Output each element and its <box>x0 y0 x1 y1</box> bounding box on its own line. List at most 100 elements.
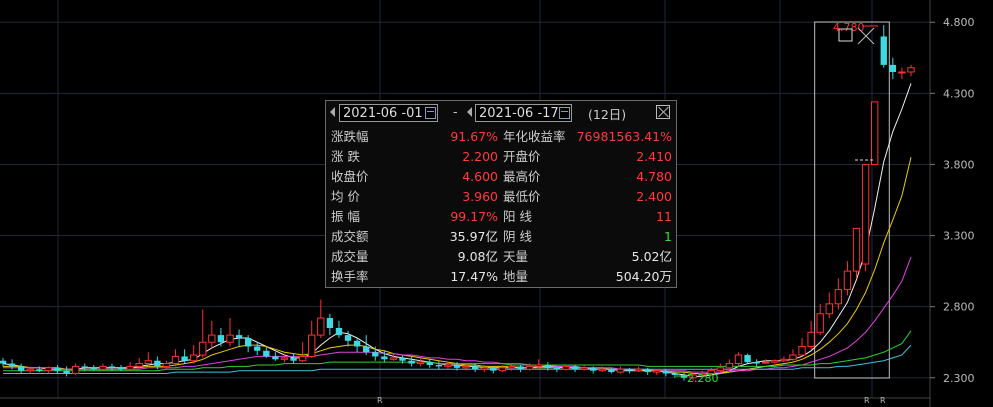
candle-body <box>272 356 279 360</box>
candle-body <box>907 67 915 73</box>
y-tick-label: 2.300 <box>943 372 975 385</box>
candle-body <box>880 36 887 65</box>
candle-body <box>162 363 171 367</box>
stat-label: 阳 线 <box>503 209 532 224</box>
candle-body <box>298 355 307 362</box>
stats-row: 涨 跌 2.200 开盘价 2.410 <box>326 147 676 167</box>
stat-label: 最低价 <box>503 189 541 204</box>
stat-label: 阴 线 <box>503 229 532 244</box>
start-date-value: 2021-06 -01 <box>343 106 423 121</box>
cursor-box-marker <box>838 28 853 42</box>
candle-body <box>753 362 760 364</box>
candle-body <box>290 357 297 361</box>
candle-body <box>580 367 588 370</box>
rights-marker-label: R <box>377 396 383 405</box>
candle-body <box>344 335 352 341</box>
candle-body <box>363 346 370 353</box>
stats-row: 涨跌幅 91.67% 年化收益率 76981563.41% <box>326 127 676 147</box>
candle-body <box>671 373 679 375</box>
candle-body <box>861 163 870 265</box>
candle-body <box>517 366 524 370</box>
stat-value: 5.02亿 <box>631 249 672 264</box>
stat-value: 2.200 <box>462 149 498 164</box>
candle-body <box>462 365 470 369</box>
close-icon[interactable] <box>656 105 670 119</box>
candle-body <box>716 367 724 372</box>
candle-body <box>653 370 661 373</box>
interval-stats-header: 2021-06 -01 - 2021-06 -17 (12日) <box>326 101 676 127</box>
candle-body <box>235 335 243 338</box>
stat-value: 504.20万 <box>615 269 672 284</box>
candle-body <box>562 365 570 370</box>
stats-row: 振 幅 99.17% 阳 线 11 <box>326 207 676 227</box>
candle-body <box>734 354 743 365</box>
candle-body <box>308 334 316 357</box>
candle-body <box>108 366 116 368</box>
candle-body <box>698 373 706 376</box>
stat-label: 换手率 <box>331 269 369 284</box>
candle-body <box>381 356 388 360</box>
stats-row: 成交量 9.08亿 天量 5.02亿 <box>326 247 676 267</box>
candle-body <box>171 355 180 365</box>
interval-stats-panel: 2021-06 -01 - 2021-06 -17 (12日) 涨跌幅 91.67… <box>325 100 677 288</box>
candle-body <box>417 361 425 365</box>
candle-body <box>181 356 188 361</box>
candle-body <box>689 374 697 379</box>
start-date-prev-arrow-icon[interactable] <box>330 107 335 117</box>
stat-value: 2.400 <box>636 189 672 204</box>
y-tick-label: 3.300 <box>943 230 975 243</box>
candle-body <box>280 357 289 360</box>
candle-body <box>898 71 906 74</box>
calendar-icon[interactable] <box>559 107 570 119</box>
candle-body <box>798 345 806 356</box>
candle-body <box>616 368 625 373</box>
candle-body <box>135 363 143 367</box>
stat-value: 1 <box>664 229 672 244</box>
selection-rectangle <box>814 21 890 379</box>
candle-body <box>571 366 579 370</box>
candle-body <box>535 364 543 367</box>
candle-body <box>444 364 452 367</box>
end-date-prev-arrow-icon[interactable] <box>467 107 472 117</box>
stat-label: 涨跌幅 <box>331 129 369 144</box>
stat-value: 9.08亿 <box>457 249 498 264</box>
stat-value: 4.780 <box>636 169 672 184</box>
candle-body <box>99 365 107 370</box>
candle-body <box>771 360 779 363</box>
calendar-icon[interactable] <box>425 107 436 119</box>
low-price-label: 2.280 <box>687 372 719 385</box>
stat-value: 99.17% <box>450 209 498 224</box>
candle-body <box>154 360 161 367</box>
candle-body <box>126 365 134 370</box>
candle-body <box>490 367 497 371</box>
y-tick-label: 3.800 <box>943 158 975 171</box>
candle-body <box>263 350 270 357</box>
stat-label: 地量 <box>503 269 529 284</box>
candle-body <box>372 352 379 357</box>
high-price-label: 4.780 <box>833 21 865 34</box>
rights-marker-label: R <box>880 396 886 405</box>
trading-days-count: (12日) <box>588 107 627 122</box>
start-date-field[interactable]: 2021-06 -01 <box>339 104 438 122</box>
stat-value: 91.67% <box>450 129 498 144</box>
candle-body <box>353 340 361 347</box>
candle-body <box>117 367 125 370</box>
candle-body <box>807 331 815 347</box>
candle-body <box>81 366 88 368</box>
stat-value: 35.97亿 <box>449 229 498 244</box>
candle-body <box>889 64 897 72</box>
candle-body <box>17 366 25 371</box>
end-date-field[interactable]: 2021-06 -17 <box>475 104 572 122</box>
stat-label: 成交量 <box>331 249 369 264</box>
stat-value: 17.47% <box>450 269 498 284</box>
candle-body <box>144 360 152 365</box>
y-tick-label: 4.800 <box>943 16 975 29</box>
candle-body <box>780 358 788 362</box>
candle-body <box>408 360 415 364</box>
y-tick-label: 2.800 <box>943 301 975 314</box>
candle-body <box>762 361 770 364</box>
candle-body <box>0 360 7 364</box>
candle-body <box>335 328 343 336</box>
rights-marker-label: R <box>864 396 870 405</box>
